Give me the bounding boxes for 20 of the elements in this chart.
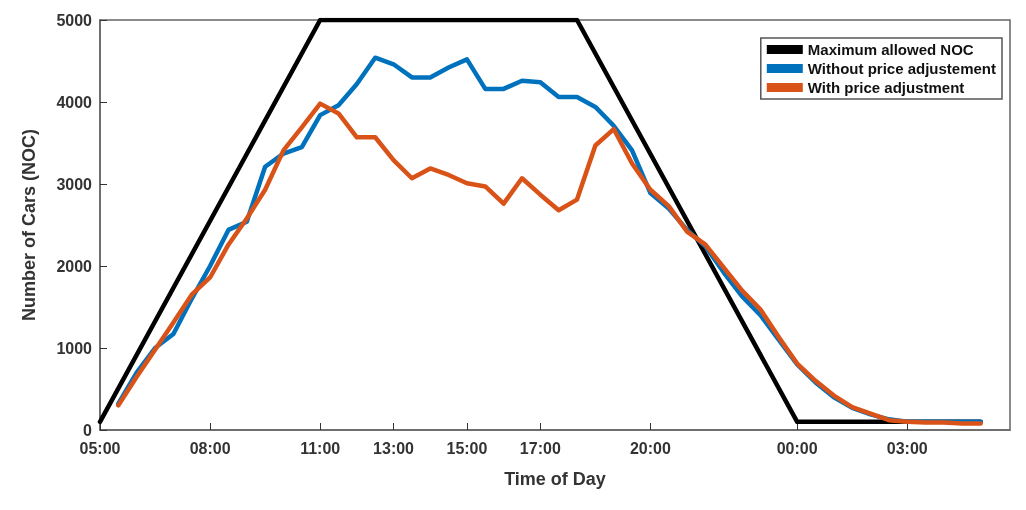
x-tick-label: 20:00 <box>629 439 671 457</box>
y-tick-label: 5000 <box>56 11 93 29</box>
y-tick-label: 2000 <box>56 257 93 275</box>
x-tick-label: 11:00 <box>300 439 341 457</box>
y-tick-label: 1000 <box>56 339 93 357</box>
legend-label: Maximum allowed NOC <box>807 41 974 58</box>
x-tick-label: 05:00 <box>79 439 121 457</box>
legend-label: With price adjustment <box>807 79 965 96</box>
x-tick-label: 00:00 <box>776 439 818 457</box>
y-tick-label: 4000 <box>56 93 93 111</box>
y-tick-label: 0 <box>83 421 93 439</box>
y-axis-title: Number of Cars (NOC) <box>19 128 39 322</box>
x-tick-label: 13:00 <box>373 439 415 457</box>
legend-label: Without price adjustement <box>807 60 997 77</box>
x-tick-label: 17:00 <box>519 439 561 457</box>
x-tick-label: 03:00 <box>886 439 928 457</box>
x-tick-label: 15:00 <box>446 439 488 457</box>
x-tick-label: 08:00 <box>189 439 231 457</box>
y-tick-label: 3000 <box>56 175 93 193</box>
x-axis-title: Time of Day <box>504 469 606 489</box>
